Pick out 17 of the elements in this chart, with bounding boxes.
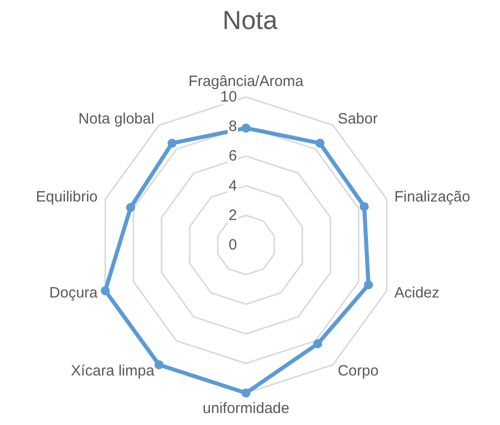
chart-title: Nota — [222, 5, 278, 35]
spoke-label: Sabor — [338, 110, 378, 128]
spoke-label: Nota global — [78, 110, 154, 128]
spoke-label: Equilibrio — [36, 188, 98, 206]
spoke-label: Corpo — [338, 362, 379, 380]
y-tick-label: 10 — [220, 88, 237, 106]
y-tick-label: 4 — [228, 177, 237, 194]
spoke-label: uniformidade — [202, 400, 290, 417]
spoke-label: Doçura — [49, 284, 98, 302]
y-tick-label: 8 — [228, 118, 237, 136]
y-tick-label: 6 — [228, 148, 237, 165]
spoke-label: Xícara limpa — [70, 362, 155, 380]
y-tick-label: 2 — [228, 206, 237, 224]
spoke-label: Finalização — [394, 188, 470, 206]
y-tick-label: 0 — [228, 236, 237, 254]
spoke-label: Acidez — [394, 284, 440, 302]
spoke-label: Fragância/Aroma — [188, 73, 304, 90]
